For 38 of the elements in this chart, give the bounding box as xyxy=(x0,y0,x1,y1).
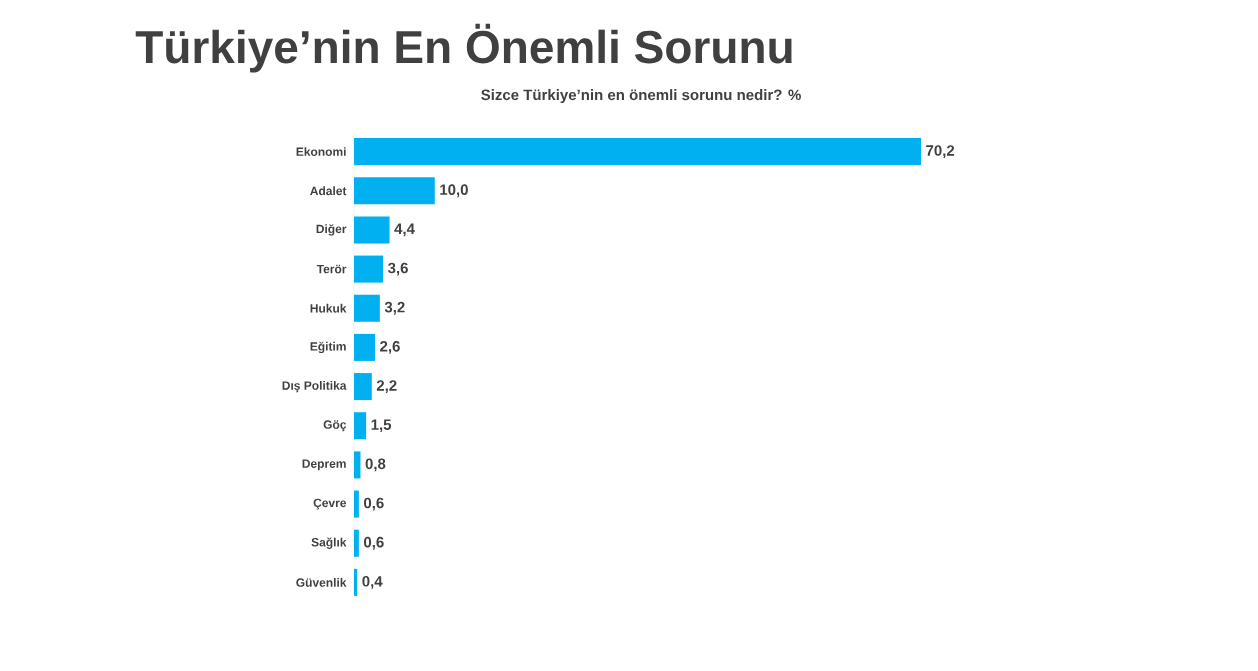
data-label: 0,6 xyxy=(363,536,384,550)
data-label: 4,4 xyxy=(394,223,415,237)
bar xyxy=(354,412,367,440)
bar xyxy=(354,373,372,401)
bar xyxy=(354,294,380,322)
bar xyxy=(354,568,358,596)
data-label: 70,2 xyxy=(926,145,955,158)
bar xyxy=(354,451,361,479)
y-tick-label: Deprem xyxy=(302,459,346,471)
bar xyxy=(354,490,359,518)
y-tick-label: Güvenlik xyxy=(296,578,347,587)
y-tick-label: Terör xyxy=(316,264,347,274)
chart-title: Türkiye’nin En Önemli Sorunu xyxy=(135,23,792,73)
data-label: 2,6 xyxy=(380,341,400,354)
bar xyxy=(354,255,384,283)
data-label: 10,0 xyxy=(440,184,468,198)
y-tick-label: Sağlık xyxy=(311,537,347,549)
y-tick-label: Ekonomi xyxy=(296,147,346,156)
y-tick-label: Diğer xyxy=(316,224,347,236)
data-label: 3,2 xyxy=(384,301,405,315)
y-tick-label: Adalet xyxy=(310,186,347,196)
data-label: 1,5 xyxy=(371,419,392,433)
bar xyxy=(354,177,435,205)
y-tick-label: Dış Politika xyxy=(282,380,347,393)
data-label: 0,4 xyxy=(362,576,383,589)
y-tick-label: Göç xyxy=(323,420,347,432)
y-tick-label: Eğitim xyxy=(310,341,346,354)
data-label: 3,6 xyxy=(387,262,408,276)
bar xyxy=(354,529,359,557)
y-tick-label: Çevre xyxy=(313,498,347,510)
chart-subtitle: Sizce Türkiye’nin en önemli sorunu nedir? % xyxy=(481,89,801,104)
bar xyxy=(354,333,376,361)
y-tick-label: Hukuk xyxy=(310,303,347,313)
bar xyxy=(354,138,922,166)
data-label: 0,6 xyxy=(363,497,384,511)
data-label: 0,8 xyxy=(365,458,386,472)
bar xyxy=(354,216,390,244)
data-label: 2,2 xyxy=(376,380,397,393)
